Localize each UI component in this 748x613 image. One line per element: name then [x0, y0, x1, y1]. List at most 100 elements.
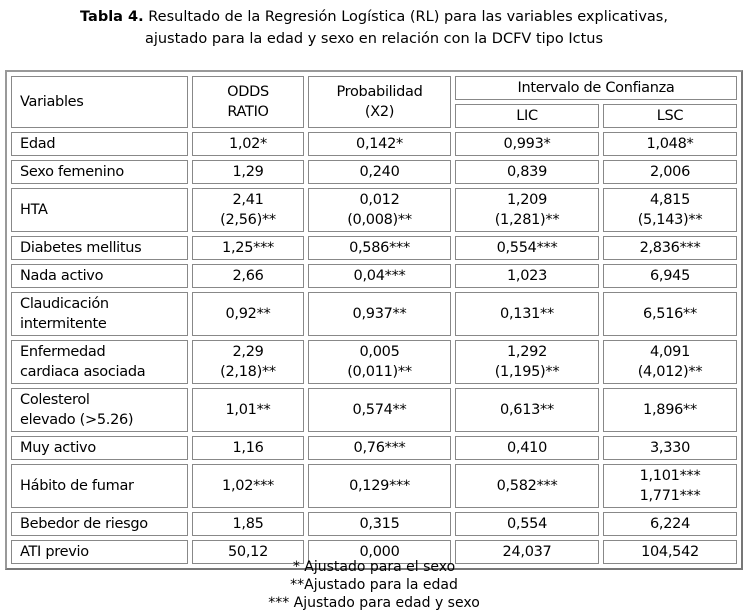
cell-var: Claudicación intermitente [11, 292, 188, 336]
cell-p: 0,04*** [308, 264, 451, 288]
footnotes: * Ajustado para el sexo **Ajustado para … [0, 558, 748, 612]
cell-lic: 0,554*** [455, 236, 599, 260]
table-row: Edad 1,02* 0,142* 0,993* 1,048* [11, 132, 737, 156]
cell-lsc: 6,945 [603, 264, 737, 288]
cell-text: (1,281)** [494, 212, 560, 228]
table-row: Claudicación intermitente 0,92** 0,937** 0,1… [11, 292, 737, 336]
cell-p: 0,240 [308, 160, 451, 184]
cell-lsc: 6,516** [603, 292, 737, 336]
cell-or: 1,16 [192, 436, 304, 460]
caption-text: Resultado de la Regresión Logística (RL)… [143, 9, 668, 25]
cell-var: Edad [11, 132, 188, 156]
cell-text: Nada activo [20, 268, 104, 284]
table-row: Colesterol elevado (>5.26) 1,01** 0,574** 0,… [11, 388, 737, 432]
cell-or: 0,92** [192, 292, 304, 336]
cell-text: 1,023 [506, 268, 547, 284]
cell-text: Bebedor de riesgo [20, 516, 148, 532]
cell-lic: 1,023 [455, 264, 599, 288]
cell-text: Hábito de fumar [20, 478, 134, 494]
cell-text: Claudicación [20, 296, 109, 312]
cell-text: 6,945 [649, 268, 690, 284]
cell-text: 0,554*** [496, 240, 558, 256]
header-probabilidad: Probabilidad (X2) [308, 76, 451, 128]
cell-var: Nada activo [11, 264, 188, 288]
cell-text: 104,542 [641, 544, 699, 560]
cell-lsc: 2,006 [603, 160, 737, 184]
cell-p: 0,129*** [308, 464, 451, 508]
cell-text: (4,012)** [637, 364, 703, 380]
cell-or: 50,12 [192, 540, 304, 564]
table-row: Diabetes mellitus 1,25*** 0,586*** 0,554***… [11, 236, 737, 260]
cell-p: 0,000 [308, 540, 451, 564]
regression-table: Variables ODDS RATIO Probabilidad (X2) Int… [5, 70, 743, 570]
cell-text: 1,16 [232, 440, 264, 456]
cell-text: 0,142* [356, 136, 403, 152]
cell-text: Muy activo [20, 440, 96, 456]
cell-p: 0,76*** [308, 436, 451, 460]
cell-var: Hábito de fumar [11, 464, 188, 508]
table-row: Enfermedad cardiaca asociada 2,29 (2,18)** 0… [11, 340, 737, 384]
cell-text: 0,012 [359, 192, 400, 208]
table-row: Nada activo 2,66 0,04*** 1,023 6,945 [11, 264, 737, 288]
cell-text: Diabetes mellitus [20, 240, 142, 256]
cell-text: 1,01** [225, 402, 271, 418]
header-odds-ratio: ODDS RATIO [192, 76, 304, 128]
cell-var: Bebedor de riesgo [11, 512, 188, 536]
table-row: HTA 2,41 (2,56)** 0,012 (0,008)** 1,209 (1,281… [11, 188, 737, 232]
header-x2: (X2) [364, 104, 395, 120]
cell-lsc: 104,542 [603, 540, 737, 564]
cell-p: 0,937** [308, 292, 451, 336]
cell-text: 2,66 [232, 268, 264, 284]
cell-text: 0,131** [500, 306, 554, 322]
cell-or: 1,85 [192, 512, 304, 536]
cell-text: 0,937** [352, 306, 407, 322]
cell-text: 0,129*** [349, 478, 410, 494]
cell-lic: 0,839 [455, 160, 599, 184]
cell-text: 0,586*** [349, 240, 410, 256]
cell-var: Sexo femenino [11, 160, 188, 184]
header-odds: ODDS [227, 84, 269, 100]
cell-lic: 1,209 (1,281)** [455, 188, 599, 232]
caption-label: Tabla 4. [80, 9, 144, 25]
header-lic: LIC [455, 104, 599, 128]
cell-text: ATI previo [20, 544, 89, 560]
header-ratio: RATIO [227, 104, 269, 120]
cell-or: 2,41 (2,56)** [192, 188, 304, 232]
cell-lic: 0,554 [455, 512, 599, 536]
cell-text: 0,582*** [496, 478, 558, 494]
cell-p: 0,586*** [308, 236, 451, 260]
cell-text: (5,143)** [637, 212, 703, 228]
cell-text: 0,554 [506, 516, 547, 532]
cell-text: 0,410 [506, 440, 547, 456]
cell-text: 0,839 [506, 164, 547, 180]
table-caption: Tabla 4. Resultado de la Regresión Logís… [0, 6, 748, 50]
cell-text: 24,037 [502, 544, 552, 560]
cell-or: 2,66 [192, 264, 304, 288]
cell-lsc: 1,048* [603, 132, 737, 156]
cell-text: 0,005 [359, 344, 400, 360]
header-prob: Probabilidad [336, 84, 423, 100]
cell-text: 0,613** [500, 402, 554, 418]
cell-lsc: 4,091 (4,012)** [603, 340, 737, 384]
cell-or: 2,29 (2,18)** [192, 340, 304, 384]
header-lsc: LSC [603, 104, 737, 128]
cell-or: 1,02*** [192, 464, 304, 508]
cell-text: 2,836*** [639, 240, 701, 256]
cell-text: (0,011)** [347, 364, 412, 380]
cell-text: Edad [20, 136, 56, 152]
cell-text: 0,04*** [353, 268, 406, 284]
cell-text: 1,02* [228, 136, 268, 152]
footnote: *** Ajustado para edad y sexo [268, 595, 480, 611]
footnote: * Ajustado para el sexo [292, 559, 456, 575]
cell-text: 2,29 [232, 344, 264, 360]
cell-lic: 24,037 [455, 540, 599, 564]
cell-text: 2,41 [232, 192, 264, 208]
cell-or: 1,25*** [192, 236, 304, 260]
cell-p: 0,574** [308, 388, 451, 432]
header-variables: Variables [11, 76, 188, 128]
cell-text: 0,76*** [353, 440, 406, 456]
cell-or: 1,29 [192, 160, 304, 184]
cell-var: HTA [11, 188, 188, 232]
cell-text: 0,000 [359, 544, 400, 560]
cell-text: 1,209 [506, 192, 547, 208]
